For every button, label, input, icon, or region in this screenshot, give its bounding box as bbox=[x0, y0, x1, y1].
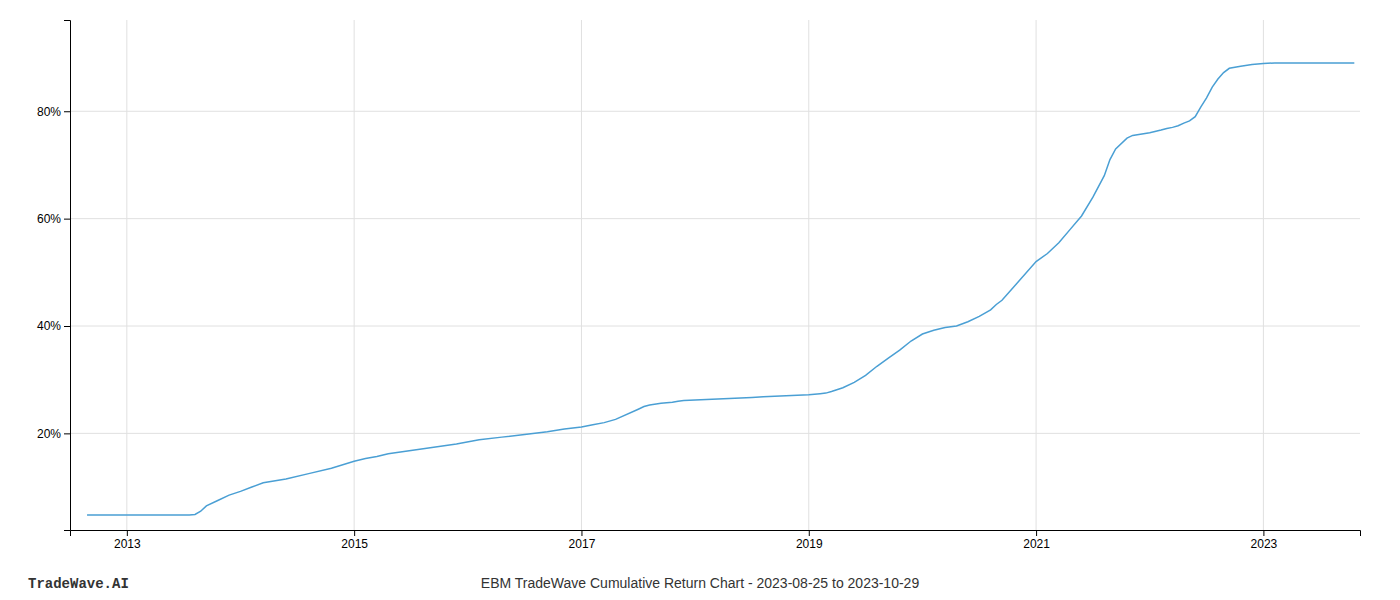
line bbox=[87, 63, 1354, 515]
x-axis-tick: 2019 bbox=[796, 530, 823, 551]
y-axis-tick-mark bbox=[64, 219, 70, 220]
y-axis-tick: 60% bbox=[37, 212, 70, 226]
grid-line bbox=[70, 326, 1360, 327]
y-axis-tick: 80% bbox=[37, 105, 70, 119]
grid-line bbox=[70, 111, 1360, 112]
x-axis-tick-mark bbox=[1036, 530, 1037, 536]
x-axis-tick-mark bbox=[1263, 530, 1264, 536]
grid-line bbox=[808, 20, 809, 530]
x-axis-line bbox=[71, 531, 1361, 537]
x-axis-tick-label: 2021 bbox=[1023, 537, 1050, 551]
x-axis: 2013 2015 2017 2019 2021 2023 bbox=[71, 530, 1361, 551]
x-axis-tick-mark bbox=[354, 530, 355, 536]
x-axis-tick-label: 2017 bbox=[569, 537, 596, 551]
watermark: TradeWave.AI bbox=[28, 576, 129, 592]
x-axis-tick: 2023 bbox=[1251, 530, 1278, 551]
y-axis-tick-mark bbox=[64, 326, 70, 327]
grid-line bbox=[70, 218, 1360, 219]
plot-area bbox=[87, 63, 1354, 515]
grid-line bbox=[581, 20, 582, 530]
x-axis-tick-label: 2015 bbox=[341, 537, 368, 551]
x-axis-tick-label: 2019 bbox=[796, 537, 823, 551]
x-axis-tick-mark bbox=[127, 530, 128, 536]
grid-line bbox=[1263, 20, 1264, 530]
grid bbox=[70, 20, 1360, 530]
grid-line bbox=[70, 433, 1360, 434]
y-axis-tick: 20% bbox=[37, 427, 70, 441]
y-axis-tick: 40% bbox=[37, 319, 70, 333]
x-axis-tick: 2013 bbox=[114, 530, 141, 551]
grid-line bbox=[1036, 20, 1037, 530]
y-axis-tick-mark bbox=[64, 433, 70, 434]
y-axis: 20% 40% 60% 80% bbox=[37, 21, 71, 531]
x-axis-tick-label: 2013 bbox=[114, 537, 141, 551]
y-axis-tick-label: 60% bbox=[37, 212, 61, 226]
x-axis-tick: 2017 bbox=[569, 530, 596, 551]
x-axis-tick: 2021 bbox=[1023, 530, 1050, 551]
x-axis-tick-label: 2023 bbox=[1251, 537, 1278, 551]
y-axis-tick-label: 80% bbox=[37, 105, 61, 119]
y-axis-tick-mark bbox=[64, 111, 70, 112]
y-axis-tick-label: 40% bbox=[37, 319, 61, 333]
x-axis-tick-mark bbox=[809, 530, 810, 536]
chart: 2013 2015 2017 2019 2021 2023 20% 40% 60% 80% Trad… bbox=[0, 0, 1400, 600]
y-axis-tick-label: 20% bbox=[37, 427, 61, 441]
x-axis-tick-mark bbox=[581, 530, 582, 536]
title: EBM TradeWave Cumulative Return Chart - … bbox=[481, 575, 920, 591]
grid-line bbox=[354, 20, 355, 530]
y-axis-line bbox=[64, 21, 71, 531]
grid-line bbox=[126, 20, 127, 530]
x-axis-tick: 2015 bbox=[341, 530, 368, 551]
